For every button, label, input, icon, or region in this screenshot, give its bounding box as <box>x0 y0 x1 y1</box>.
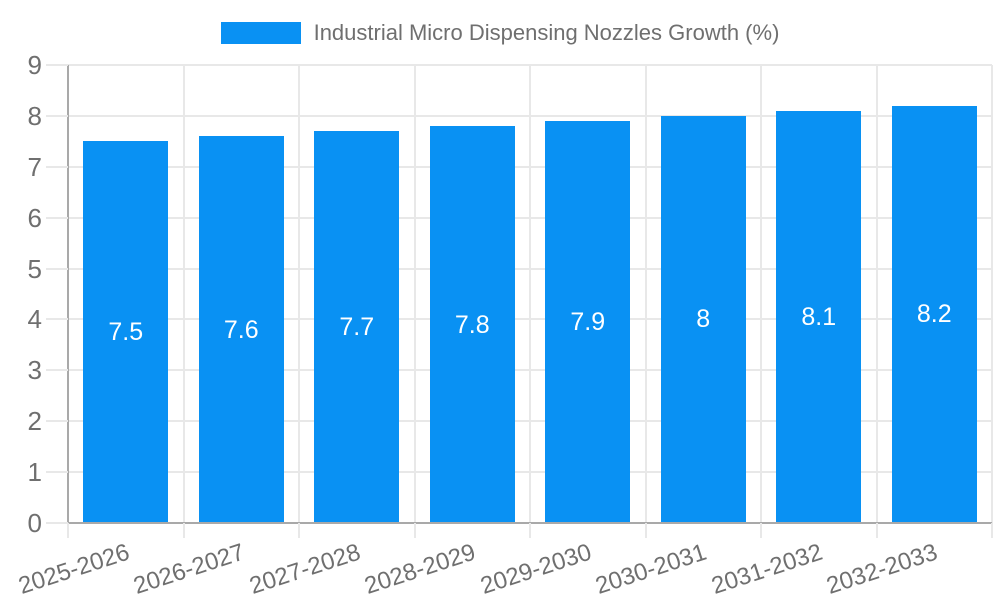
bar-value-label: 8 <box>696 305 711 334</box>
bar-value-label: 8.1 <box>801 302 837 331</box>
x-axis-label: 2027-2028 <box>246 538 364 600</box>
x-axis-tick <box>760 523 762 538</box>
gridline-vertical <box>298 65 300 523</box>
x-axis-label: 2025-2026 <box>15 538 133 600</box>
y-axis-label: 3 <box>27 355 42 386</box>
x-axis-label: 2031-2032 <box>708 538 826 600</box>
x-axis-tick <box>991 523 993 538</box>
x-axis-tick <box>644 523 647 538</box>
chart-legend[interactable]: Industrial Micro Dispensing Nozzles Grow… <box>0 19 1000 47</box>
bar-value-label: 7.8 <box>454 310 490 339</box>
y-axis-tick <box>46 216 68 219</box>
gridline-vertical <box>644 65 647 523</box>
bar-value-label: 7.5 <box>108 318 144 347</box>
x-axis-tick <box>529 523 531 538</box>
x-axis-label: 2030-2031 <box>592 538 711 600</box>
bar-value-label: 7.6 <box>223 315 259 344</box>
legend-label: Industrial Micro Dispensing Nozzles Grow… <box>313 20 780 45</box>
x-axis-tick <box>298 523 300 538</box>
x-axis-label: 2028-2029 <box>361 538 480 600</box>
x-axis-label: 2029-2030 <box>477 538 595 600</box>
gridline-vertical <box>760 65 762 523</box>
y-axis-tick <box>46 64 68 66</box>
y-axis-tick <box>46 522 68 524</box>
x-axis-tick <box>875 523 878 538</box>
x-axis-tick <box>413 523 416 538</box>
bar[interactable]: 7.7 <box>314 131 400 523</box>
y-axis-tick <box>46 114 68 117</box>
bar[interactable]: 7.9 <box>545 120 631 523</box>
x-axis-tick <box>182 523 185 538</box>
y-axis-tick <box>46 165 68 168</box>
y-axis-label: 2 <box>27 406 42 437</box>
gridline-vertical <box>991 65 993 523</box>
y-axis-label: 4 <box>27 304 42 335</box>
gridline-vertical <box>875 65 878 523</box>
x-axis-tick <box>67 523 69 538</box>
y-axis-label: 9 <box>27 50 42 80</box>
bar[interactable]: 8.1 <box>776 110 862 523</box>
bar-value-label: 7.9 <box>570 308 606 336</box>
y-axis-tick <box>46 471 68 474</box>
x-axis-label: 2032-2033 <box>823 538 942 600</box>
y-axis-tick <box>46 420 68 423</box>
gridline-vertical <box>182 65 185 523</box>
x-axis-label: 2026-2027 <box>130 538 249 600</box>
y-axis-tick <box>46 318 68 321</box>
legend-swatch <box>220 22 301 44</box>
y-axis-label: 7 <box>27 151 42 182</box>
bar-value-label: 8.2 <box>916 300 952 329</box>
bar[interactable]: 7.5 <box>83 141 169 523</box>
bar[interactable]: 8 <box>660 115 746 523</box>
y-axis-label: 1 <box>27 457 42 488</box>
y-axis-tick <box>46 267 68 270</box>
y-axis-line <box>67 65 69 523</box>
y-axis-label: 8 <box>27 100 42 131</box>
y-axis-label: 6 <box>27 202 42 233</box>
gridline-vertical <box>529 65 531 523</box>
bar-value-label: 7.7 <box>339 313 375 342</box>
bar[interactable]: 8.2 <box>891 105 977 523</box>
bar[interactable]: 7.8 <box>429 126 515 523</box>
gridline-vertical <box>413 65 416 523</box>
y-axis-label: 0 <box>27 508 42 538</box>
y-axis-label: 5 <box>27 253 42 284</box>
y-axis-tick <box>46 369 68 372</box>
bar[interactable]: 7.6 <box>198 136 284 523</box>
plot-area: 7.5 7.6 7.7 7.8 7.9 8 8.1 8.2 <box>68 64 993 523</box>
